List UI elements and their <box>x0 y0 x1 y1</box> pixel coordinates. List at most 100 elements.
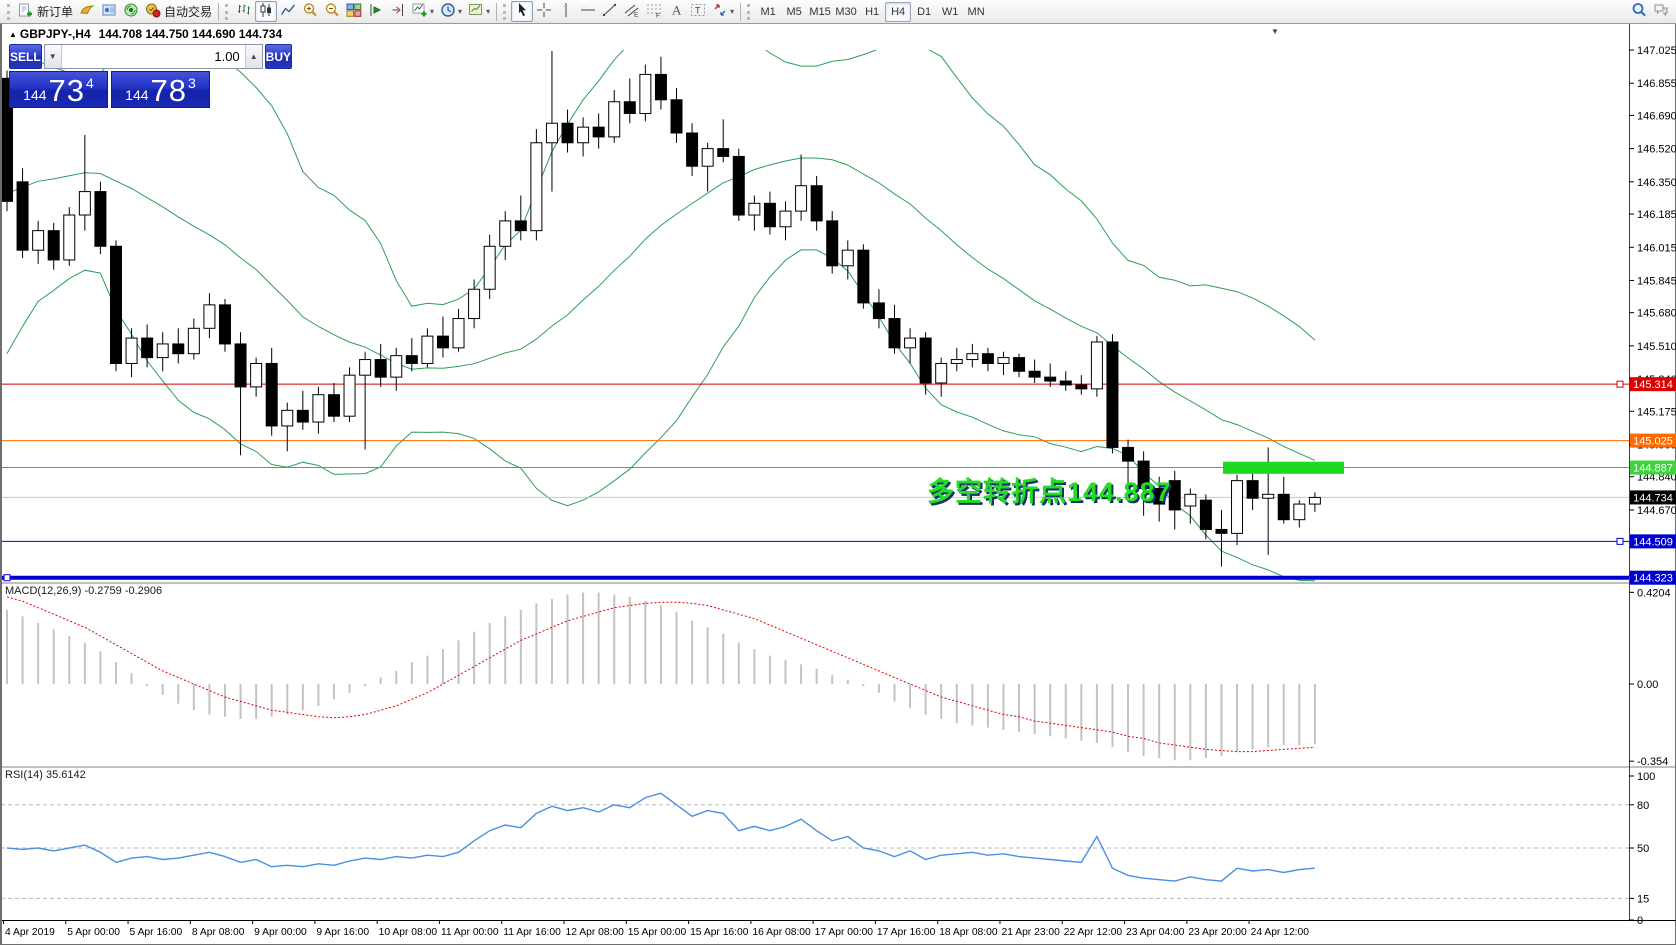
timeframe-h4-button[interactable]: H4 <box>885 1 912 22</box>
candle <box>452 318 465 349</box>
volume-input[interactable] <box>61 45 245 68</box>
timeframe-w1-button[interactable]: W1 <box>941 5 959 18</box>
search-button[interactable] <box>1628 1 1650 22</box>
axis-label: 15 Apr 00:00 <box>628 927 687 938</box>
auto-scroll-button[interactable] <box>365 1 387 22</box>
periods-button[interactable]: ▾ <box>437 1 465 22</box>
equidistant-channel-button[interactable]: E <box>621 1 643 22</box>
bar-chart-button[interactable] <box>233 1 255 22</box>
text-button[interactable]: A <box>665 1 687 22</box>
axis-label: 15 <box>1637 893 1649 905</box>
chart-shift-marker-icon[interactable]: ▼ <box>1271 27 1279 36</box>
buy-button[interactable]: BUY <box>264 44 293 69</box>
turning-point-highlight-box[interactable] <box>1223 461 1344 474</box>
trendline-button[interactable] <box>599 1 621 22</box>
axis-label: 80 <box>1637 800 1649 812</box>
chevron-down-icon[interactable]: ▾ <box>430 7 435 16</box>
candle <box>981 353 994 364</box>
line-anchor[interactable] <box>1616 537 1624 545</box>
chevron-down-icon[interactable]: ▾ <box>458 7 463 16</box>
sell-button[interactable]: SELL <box>9 44 42 69</box>
sell-price-big: 73 <box>48 73 86 108</box>
autotrading-button[interactable]: 自动交易 <box>142 1 215 22</box>
chart-canvas[interactable]: 147.025 146.855 146.690 146.520 146.350 146.1… <box>1 24 1676 945</box>
indicators-button[interactable]: ▾ <box>409 1 437 22</box>
candlestick-chart-button[interactable] <box>255 1 278 22</box>
arrow-objects-button[interactable]: ▾ <box>709 1 737 22</box>
line-anchor[interactable] <box>3 574 11 582</box>
vertical-line-button[interactable] <box>555 1 577 22</box>
one-click-trading-panel: SELL ▼ ▲ BUY 144 73 4 144 78 3 <box>9 44 293 108</box>
axis-label: 11 Apr 00:00 <box>441 927 499 938</box>
axis-label: 145.175 <box>1637 406 1676 418</box>
community-chat-button[interactable] <box>1650 1 1672 22</box>
time-axis[interactable]: 4 Apr 2019 5 Apr 00:00 5 Apr 16:00 8 Apr 08… <box>3 921 1310 938</box>
timeframe-d1-button[interactable]: D1 <box>917 5 932 18</box>
candle <box>109 245 122 364</box>
tile-windows-button[interactable] <box>343 1 365 22</box>
volume-increase-button[interactable]: ▲ <box>244 45 262 68</box>
buy-price-pip: 3 <box>188 75 196 91</box>
candle <box>327 394 340 417</box>
profiles-button[interactable] <box>76 1 98 22</box>
collapse-arrow-icon[interactable]: ▲ <box>9 30 17 39</box>
price-tag-145.025: 145.025 <box>1630 433 1676 448</box>
candle <box>732 155 745 216</box>
market-watch-icon <box>101 2 117 21</box>
axis-label: 144.734 <box>1633 492 1673 504</box>
line-chart-button[interactable] <box>277 1 299 22</box>
timeframe-m15-button[interactable]: M15 <box>809 5 831 18</box>
zoom-out-button[interactable] <box>321 1 343 22</box>
text-icon: A <box>668 2 684 21</box>
svg-text:E: E <box>634 12 639 19</box>
axis-label: 8 Apr 08:00 <box>192 927 245 938</box>
axis-label: 146.350 <box>1637 177 1676 189</box>
chevron-down-icon[interactable]: ▾ <box>486 7 491 16</box>
candle <box>872 302 885 320</box>
crosshair-icon <box>536 2 552 21</box>
candle <box>1059 380 1072 386</box>
axis-label: 10 Apr 08:00 <box>379 927 438 938</box>
axis-label: 23 Apr 20:00 <box>1188 927 1247 938</box>
candle <box>919 337 932 384</box>
price-axis[interactable]: 147.025 146.855 146.690 146.520 146.350 146.1… <box>1629 45 1676 927</box>
timeframe-h1-button[interactable]: H1 <box>865 5 880 18</box>
horizontal-line-button[interactable] <box>577 1 599 22</box>
chart-window[interactable]: 147.025 146.855 146.690 146.520 146.350 146.1… <box>0 24 1676 945</box>
chart-symbol-period: GBPJPY-,H4 <box>19 27 91 41</box>
candle <box>841 249 854 267</box>
crosshair-button[interactable] <box>533 1 555 22</box>
timeframe-mn-button[interactable]: MN <box>967 5 985 18</box>
channel-icon: E <box>624 2 640 21</box>
candle <box>94 191 107 247</box>
turning-point-annotation[interactable]: 多空转折点144.887 <box>927 477 1172 507</box>
cursor-button[interactable] <box>511 1 534 22</box>
fibonacci-retracement-button[interactable]: F <box>643 1 665 22</box>
trendline-icon <box>602 2 618 21</box>
new-order-button[interactable]: 新订单 <box>15 1 76 22</box>
zoom-in-button[interactable] <box>299 1 321 22</box>
candle <box>514 220 527 232</box>
candle <box>779 210 792 228</box>
timeframe-m5-button[interactable]: M5 <box>786 5 802 18</box>
timeframe-m30-button[interactable]: M30 <box>835 5 857 18</box>
line-anchor[interactable] <box>1616 380 1624 388</box>
text-label-button[interactable]: T <box>687 1 709 22</box>
volume-decrease-button[interactable]: ▼ <box>44 45 62 68</box>
sell-price-button[interactable]: 144 73 4 <box>9 71 108 108</box>
new-order-label: 新订单 <box>37 5 74 19</box>
candle <box>374 359 387 378</box>
buy-price-button[interactable]: 144 78 3 <box>111 71 210 108</box>
volume-stepper: ▼ ▲ <box>43 44 263 69</box>
chart-shift-button[interactable] <box>387 1 409 22</box>
timeframe-m1-button[interactable]: M1 <box>760 5 776 18</box>
templates-button[interactable]: ▾ <box>465 1 493 22</box>
chevron-down-icon[interactable]: ▾ <box>730 7 735 16</box>
candle <box>966 353 979 361</box>
candle <box>654 73 667 101</box>
signals-button[interactable] <box>120 1 142 22</box>
toolbar-grip <box>225 3 230 20</box>
candle <box>141 337 154 359</box>
market-watch-button[interactable] <box>98 1 120 22</box>
axis-label: 17 Apr 00:00 <box>815 927 874 938</box>
